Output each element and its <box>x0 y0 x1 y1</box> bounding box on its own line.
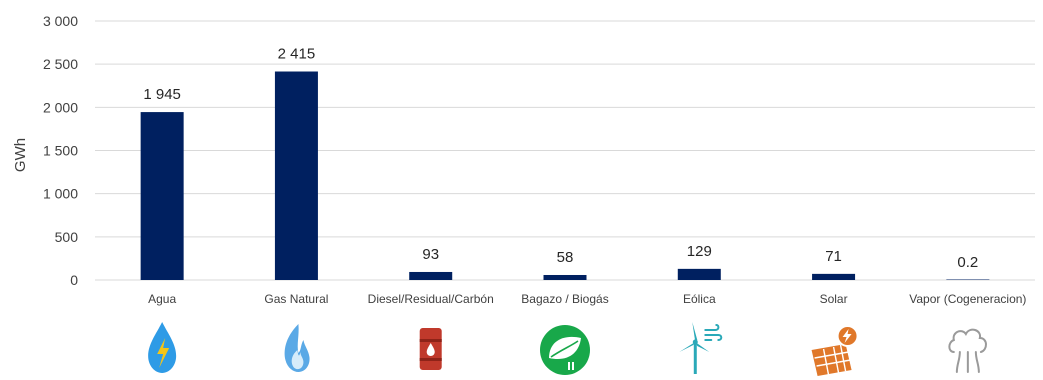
data-label: 129 <box>687 243 712 260</box>
data-label: 1 945 <box>143 86 181 103</box>
y-tick-label: 500 <box>55 229 79 245</box>
y-tick-label: 2 000 <box>43 99 78 115</box>
data-label: 71 <box>825 248 842 265</box>
bar <box>140 112 184 280</box>
water-lightning-icon <box>148 322 177 373</box>
steam-cloud-icon <box>948 328 987 373</box>
category-labels: Agua Gas Natural Diesel/Residual/Carbón Bag… <box>148 292 1026 306</box>
y-tick-label: 1 500 <box>43 143 78 159</box>
category-label: Diesel/Residual/Carbón <box>368 292 494 306</box>
oil-barrel-icon <box>419 328 442 370</box>
y-axis-title: GWh <box>12 138 29 172</box>
category-icons <box>148 322 987 376</box>
bar <box>677 268 721 280</box>
data-labels: 1 945 2 415 93 58 129 71 0.2 <box>143 46 978 271</box>
category-label: Agua <box>148 292 176 306</box>
bar <box>946 279 990 280</box>
category-label: Gas Natural <box>264 292 328 306</box>
bar <box>409 271 453 280</box>
wind-turbine-icon <box>679 322 723 374</box>
y-tick-label: 1 000 <box>43 186 78 202</box>
category-label: Eólica <box>683 292 716 306</box>
bar <box>274 71 318 280</box>
data-label: 93 <box>422 246 439 263</box>
category-label: Bagazo / Biogás <box>521 292 608 306</box>
bar <box>812 273 856 280</box>
y-tick-label: 3 000 <box>43 13 78 29</box>
category-label: Solar <box>820 292 848 306</box>
solar-panel-icon <box>811 325 859 376</box>
category-label: Vapor (Cogeneracion) <box>909 292 1026 306</box>
gas-flame-icon <box>284 324 310 372</box>
bars <box>140 71 990 280</box>
y-tick-label: 0 <box>70 272 78 288</box>
y-axis-ticks: 0 500 1 000 1 500 2 000 2 500 3 000 <box>43 13 78 288</box>
data-label: 0.2 <box>957 254 978 271</box>
data-label: 58 <box>557 249 574 266</box>
bar <box>543 274 587 280</box>
y-tick-label: 2 500 <box>43 56 78 72</box>
gridlines <box>95 20 1035 281</box>
biogas-leaf-plug-icon <box>540 325 590 375</box>
data-label: 2 415 <box>278 46 316 63</box>
